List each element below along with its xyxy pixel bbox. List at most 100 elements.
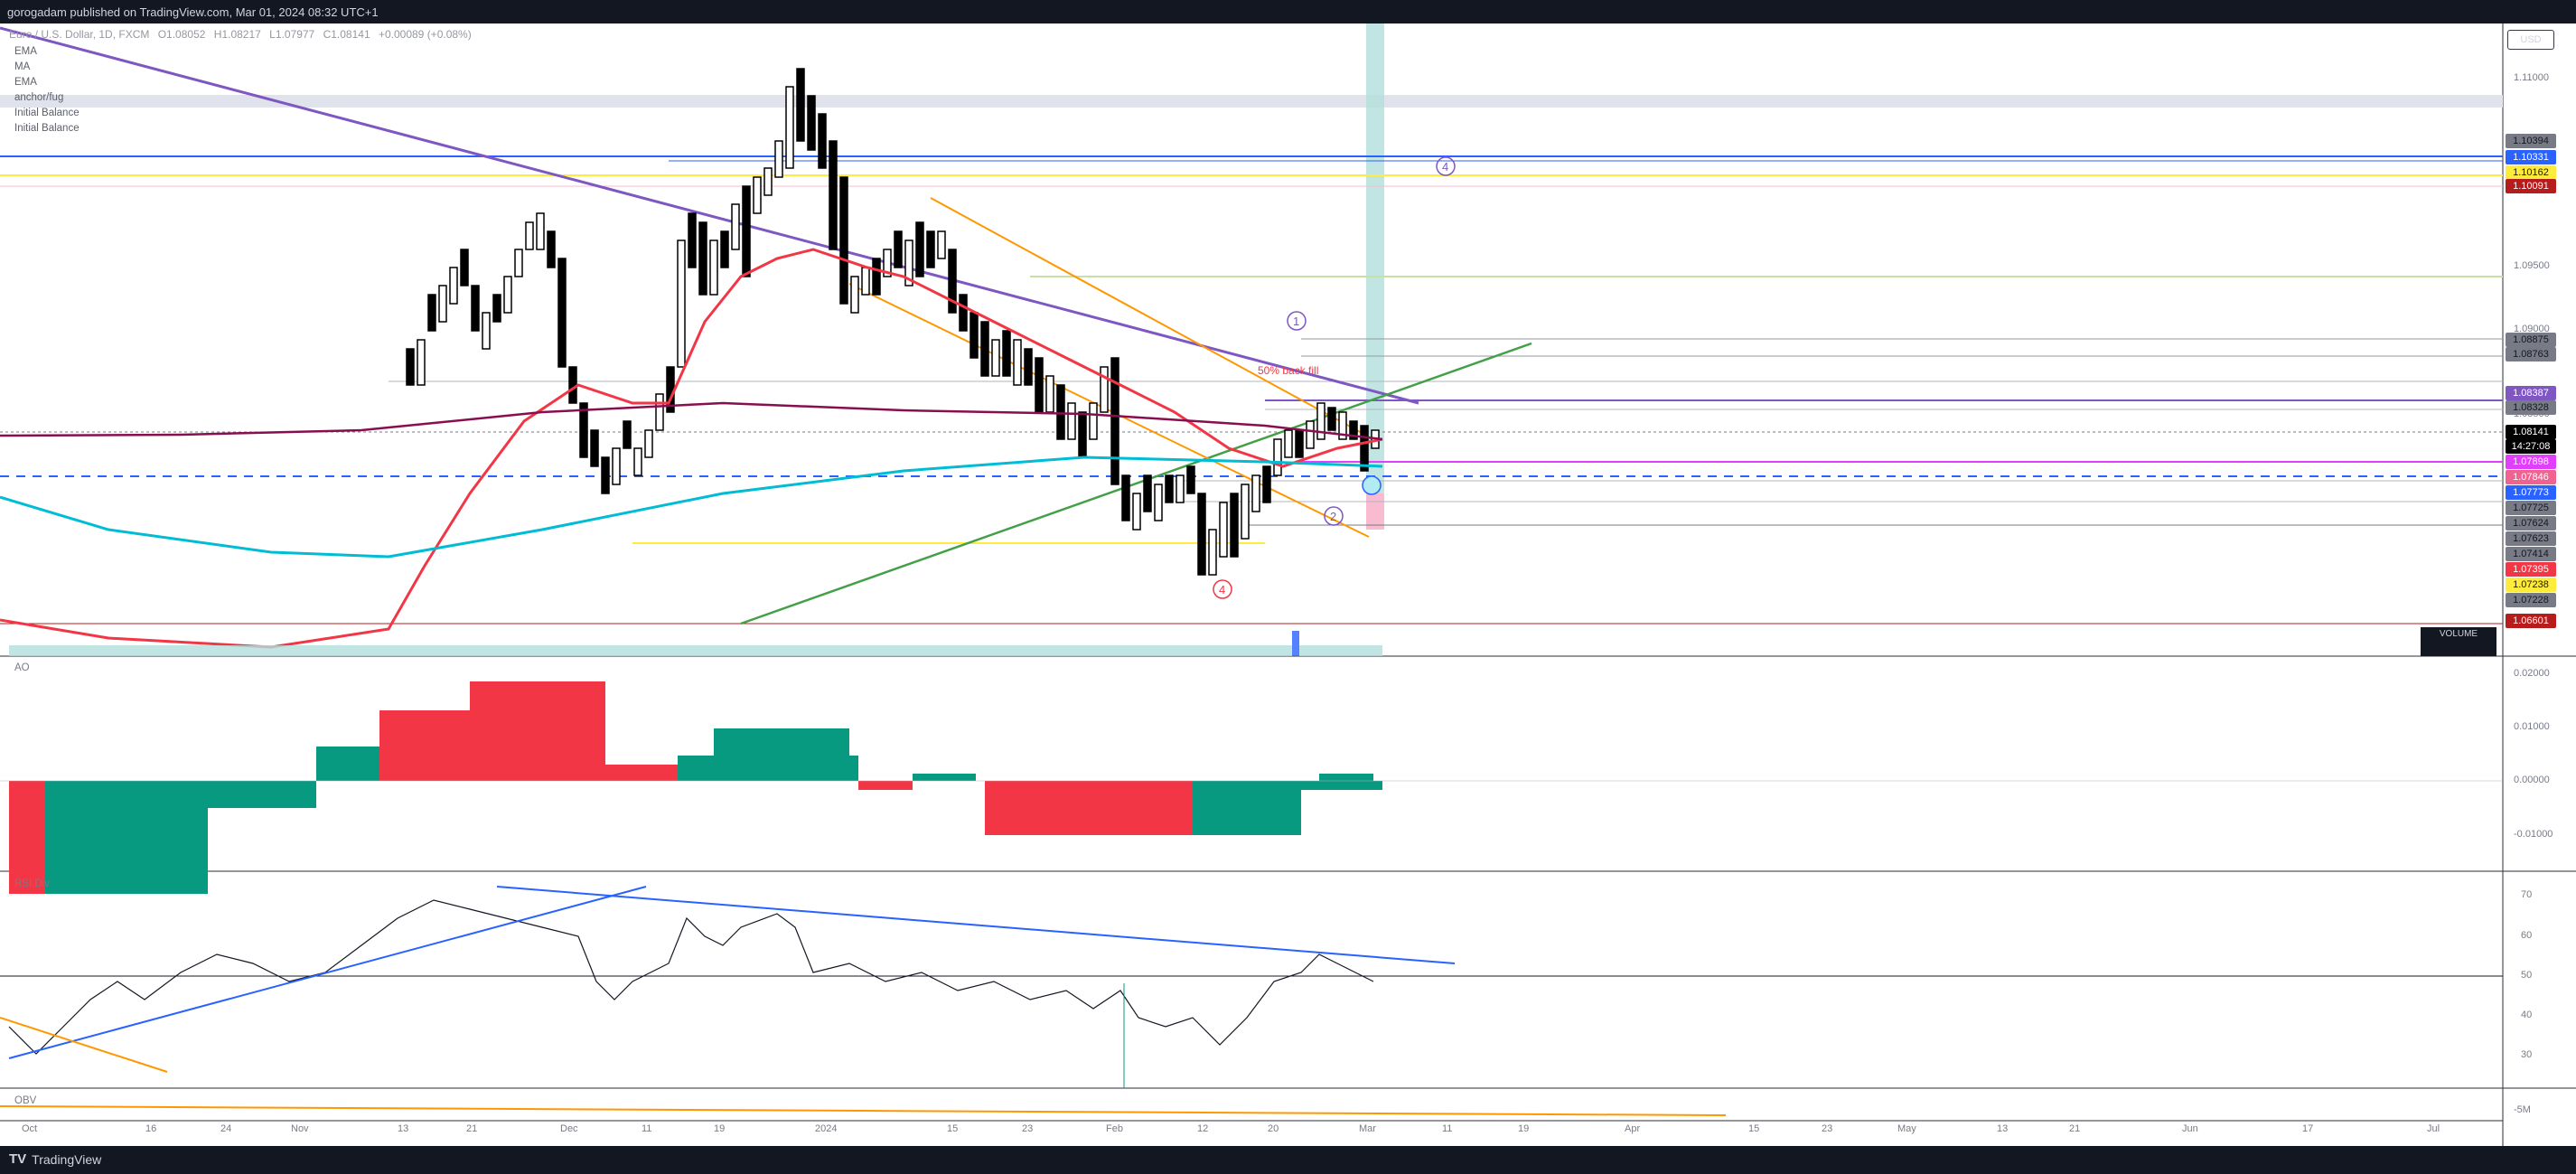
time-axis-label: 20 <box>1268 1123 1279 1134</box>
price-tag: 1.07773 <box>2506 485 2556 500</box>
price-axis-label: 1.09000 <box>2514 324 2550 334</box>
ao-axis-label: 0.02000 <box>2514 668 2550 679</box>
ao-axis-label: 0.00000 <box>2514 775 2550 785</box>
time-axis-label: 21 <box>466 1123 478 1134</box>
change-value: +0.00089 (+0.08%) <box>378 28 472 41</box>
price-tag: 1.07228 <box>2506 593 2556 607</box>
indicator-initial-balance-1[interactable]: Initial Balance <box>14 108 80 118</box>
price-tag: 1.07898 <box>2506 455 2556 469</box>
symbol-name[interactable]: Euro / U.S. Dollar, 1D, FXCM <box>9 28 150 41</box>
price-tag: 1.06601 <box>2506 614 2556 628</box>
brand-name: TradingView <box>32 1151 102 1167</box>
time-axis-label: 16 <box>145 1123 157 1134</box>
time-axis-label: 11 <box>642 1123 652 1134</box>
time-axis-label: Nov <box>291 1123 309 1134</box>
rsi-axis-label: 30 <box>2521 1049 2533 1060</box>
time-axis-label: 13 <box>1997 1123 2009 1134</box>
published-info: gorogadam published on TradingView.com, … <box>7 5 379 19</box>
price-tag: 14:27:08 <box>2506 439 2556 454</box>
wave-2-marker <box>1324 506 1344 526</box>
time-axis-label: 23 <box>1822 1123 1833 1134</box>
rsi-axis-label: 70 <box>2521 889 2533 900</box>
price-tag: 1.08387 <box>2506 386 2556 400</box>
price-tag: 1.10331 <box>2506 150 2556 164</box>
price-axis-label: 1.11000 <box>2514 72 2549 83</box>
time-axis-label: 12 <box>1197 1123 1209 1134</box>
time-axis-label: Feb <box>1106 1123 1123 1134</box>
ascending-trendline <box>740 342 1532 625</box>
wave-4a-label: 4 <box>1219 583 1225 596</box>
price-tag: 1.07624 <box>2506 516 2556 531</box>
price-tag: 1.07623 <box>2506 531 2556 546</box>
indicator-ma[interactable]: MA <box>14 61 31 72</box>
rsi-resistance-trendline <box>496 886 1456 964</box>
obv-pane-label[interactable]: OBV <box>14 1095 37 1106</box>
time-axis-label: 21 <box>2069 1123 2081 1134</box>
indicator-ema-2[interactable]: EMA <box>14 77 37 88</box>
time-axis-label: Oct <box>22 1123 38 1134</box>
rsi-axis-label: 40 <box>2521 1010 2533 1020</box>
time-axis-label: May <box>1897 1123 1916 1134</box>
ao-axis-label: 0.01000 <box>2514 721 2550 732</box>
ao-axis-label: -0.01000 <box>2514 829 2553 840</box>
rsi-orange-trendline <box>0 1017 168 1073</box>
wave-1-label: 1 <box>1293 315 1299 328</box>
time-axis-label: Jun <box>2182 1123 2198 1134</box>
time-axis-label: Apr <box>1625 1123 1641 1134</box>
time-axis-label: 2024 <box>815 1123 838 1134</box>
top-bar: gorogadam published on TradingView.com, … <box>0 0 2576 24</box>
ohlc-legend: Euro / U.S. Dollar, 1D, FXCM O1.08052 H1… <box>9 28 477 41</box>
chart-canvas[interactable]: 1 4 2 4 50% back fill <box>0 23 2576 1146</box>
price-tag: 1.07846 <box>2506 470 2556 484</box>
time-axis-label: 23 <box>1022 1123 1034 1134</box>
price-tag: 1.07395 <box>2506 562 2556 577</box>
vertical-highlight-red <box>1366 493 1384 530</box>
half-back-label: 50% back fill <box>1258 364 1318 377</box>
indicator-anchor[interactable]: anchor/fug <box>14 92 64 103</box>
wave-1-marker <box>1287 311 1307 331</box>
time-axis-label: Jul <box>2427 1123 2440 1134</box>
resistance-zone <box>0 95 2503 108</box>
descending-trendline <box>0 26 1419 405</box>
obv-axis-label: -5M <box>2514 1104 2531 1115</box>
price-tag: 1.07238 <box>2506 578 2556 592</box>
tradingview-logo[interactable]: TV TradingView <box>9 1151 101 1167</box>
price-axis-label: 1.09500 <box>2514 260 2550 271</box>
time-axis-label: 13 <box>398 1123 409 1134</box>
ao-pane-label[interactable]: AO <box>14 662 30 673</box>
indicator-ema-1[interactable]: EMA <box>14 46 37 57</box>
footer-bar: TV TradingView <box>0 1146 2576 1174</box>
channel-top <box>930 197 1374 440</box>
open-value: O1.08052 <box>157 28 206 41</box>
price-tag: 1.07725 <box>2506 501 2556 515</box>
time-axis-label: 11 <box>1442 1123 1453 1134</box>
price-tag: 1.08763 <box>2506 347 2556 362</box>
volume-label: VOLUME <box>2421 627 2496 656</box>
ema-teal <box>0 456 1383 559</box>
low-value: L1.07977 <box>269 28 315 41</box>
time-axis-label: 24 <box>220 1123 232 1134</box>
currency-button[interactable]: USD <box>2507 30 2554 50</box>
time-axis-label: 17 <box>2302 1123 2314 1134</box>
wave-2-label: 2 <box>1330 510 1336 523</box>
rsi-line <box>8 899 1374 1055</box>
channel-bottom <box>848 283 1370 538</box>
ma-maroon <box>0 401 1383 441</box>
rsi-axis-label: 60 <box>2521 930 2533 941</box>
rsi-pane-label[interactable]: RSI Div <box>14 878 50 889</box>
price-tag: 1.08875 <box>2506 333 2556 347</box>
price-tag: 1.10162 <box>2506 165 2556 180</box>
candles <box>406 68 1380 576</box>
obv-line <box>0 1105 1727 1116</box>
ema-red <box>0 248 1383 649</box>
ao-histogram <box>9 681 1382 894</box>
volume-bars <box>9 631 1382 656</box>
target-marker <box>1362 475 1382 495</box>
price-tag: 1.08141 <box>2506 425 2556 439</box>
indicator-initial-balance-2[interactable]: Initial Balance <box>14 123 80 134</box>
price-tag: 1.10091 <box>2506 179 2556 193</box>
tradingview-icon: TV <box>9 1151 27 1167</box>
time-axis-label: 19 <box>714 1123 726 1134</box>
time-axis-label: Dec <box>560 1123 578 1134</box>
time-axis-label: Mar <box>1359 1123 1376 1134</box>
